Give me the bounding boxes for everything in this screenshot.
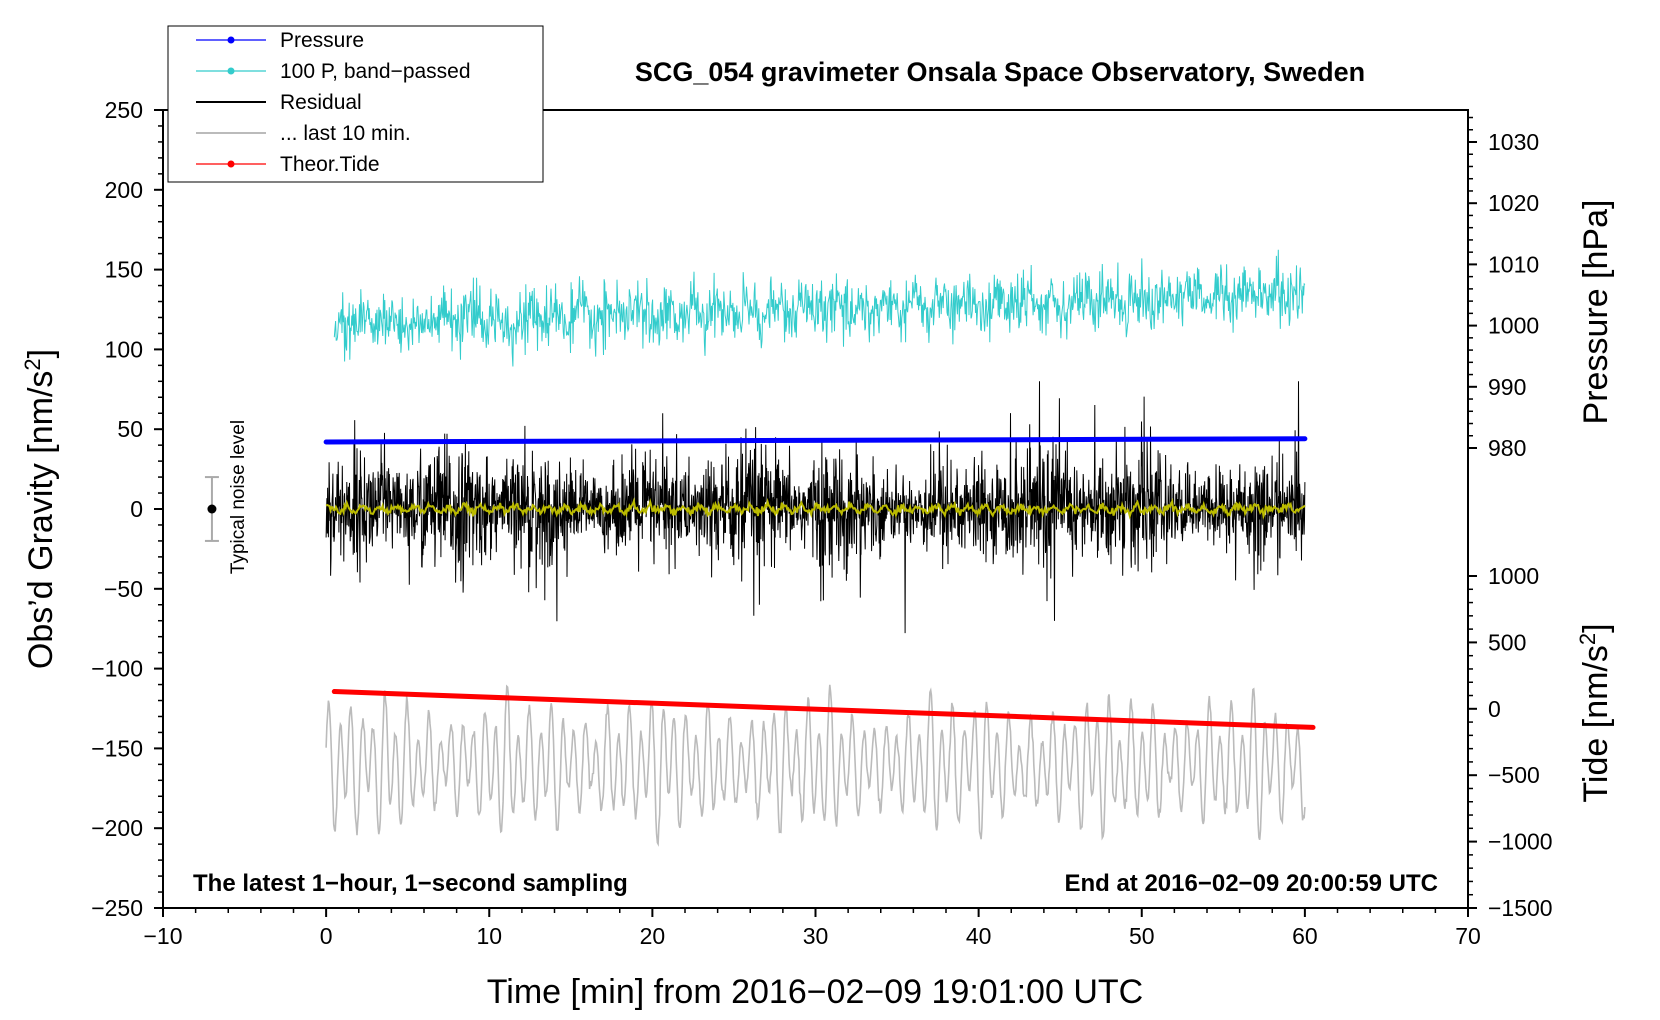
- pressure-tick-label: 1000: [1488, 313, 1539, 339]
- y-axis-label-pressure: Pressure [hPa]: [1577, 200, 1615, 425]
- tide-tick-label: 0: [1488, 696, 1501, 722]
- y-tick-label: 50: [117, 416, 143, 442]
- annotation-end-time: End at 2016−02−09 20:00:59 UTC: [1064, 870, 1438, 897]
- series-residual: [325, 381, 1306, 634]
- x-tick-label: 50: [1129, 923, 1155, 949]
- legend-box: [167, 25, 544, 183]
- y-axis-label-left-end: ]: [22, 349, 60, 358]
- chart-title: SCG_054 gravimeter Onsala Space Observat…: [635, 57, 1365, 87]
- legend-marker: [227, 67, 235, 75]
- pressure-tick-label: 980: [1488, 435, 1526, 461]
- y-tick-label: −100: [91, 656, 143, 682]
- y-tick-label: −150: [91, 735, 143, 761]
- y-axis-label-tide: Tide [nm/s2]: [1575, 623, 1615, 802]
- y-tick-label: 100: [105, 336, 143, 362]
- x-tick-label: 60: [1292, 923, 1318, 949]
- series-residual-smoothed: [325, 497, 1306, 521]
- legend-label: ... last 10 min.: [280, 122, 411, 145]
- y-tick-label: −50: [104, 576, 143, 602]
- y-tick-label: 200: [105, 177, 143, 203]
- y-axis-label-left-main: Obs’d Gravity [nm/s: [22, 371, 60, 670]
- x-tick-label: 30: [803, 923, 829, 949]
- x-tick-label: −10: [143, 923, 182, 949]
- y-tick-label: 250: [105, 97, 143, 123]
- x-tick-label: 20: [640, 923, 666, 949]
- y-tick-label: −250: [91, 895, 143, 921]
- x-tick-label: 0: [320, 923, 333, 949]
- y-axis-label-tide-main: Tide [nm/s: [1577, 645, 1615, 802]
- series-pressure: [323, 436, 1308, 445]
- y-axis-label-left-sup: 2: [20, 358, 45, 370]
- y-tick-label: 150: [105, 257, 143, 283]
- legend-label: Theor.Tide: [280, 153, 380, 176]
- pressure-tick-label: 1020: [1488, 190, 1539, 216]
- noise-bar-dot: [207, 504, 217, 514]
- annotation-sampling: The latest 1−hour, 1−second sampling: [193, 870, 628, 897]
- legend-label: Residual: [280, 91, 362, 114]
- legend: Pressure 100 P, band−passed Residual ... la…: [167, 25, 544, 183]
- noise-level-indicator: [204, 476, 219, 542]
- axes-layer: −10 0 10 20 30 40 50 60 70250200150100500−50−100…: [91, 97, 1552, 949]
- series-theoretical-tide: [331, 689, 1316, 730]
- noise-level-label: Typical noise level: [228, 420, 249, 574]
- x-tick-label: 40: [966, 923, 992, 949]
- x-tick-label: 70: [1455, 923, 1481, 949]
- y-tick-label: −200: [91, 815, 143, 841]
- series-layer: [323, 249, 1316, 847]
- series-bandpassed-pressure: [333, 249, 1306, 367]
- y-axis-label-left: Obs’d Gravity [nm/s2]: [20, 349, 60, 669]
- legend-marker: [227, 36, 235, 44]
- x-axis-label: Time [min] from 2016−02−09 19:01:00 UTC: [487, 973, 1143, 1011]
- tide-tick-label: −500: [1488, 762, 1540, 788]
- tide-tick-label: −1500: [1488, 895, 1553, 921]
- tide-tick-label: −1000: [1488, 829, 1553, 855]
- pressure-tick-label: 1030: [1488, 129, 1539, 155]
- y-axis-label-tide-sup: 2: [1575, 633, 1600, 645]
- legend-label: 100 P, band−passed: [280, 60, 471, 83]
- y-axis-label-tide-end: ]: [1577, 623, 1615, 632]
- tide-tick-label: 500: [1488, 629, 1526, 655]
- x-tick-label: 10: [476, 923, 502, 949]
- pressure-tick-label: 990: [1488, 374, 1526, 400]
- legend-label: Pressure: [280, 29, 364, 52]
- legend-marker: [227, 160, 235, 168]
- pressure-tick-label: 1010: [1488, 251, 1539, 277]
- tide-tick-label: 1000: [1488, 563, 1539, 589]
- series-last-10-min: [325, 684, 1306, 847]
- y-tick-label: 0: [130, 496, 143, 522]
